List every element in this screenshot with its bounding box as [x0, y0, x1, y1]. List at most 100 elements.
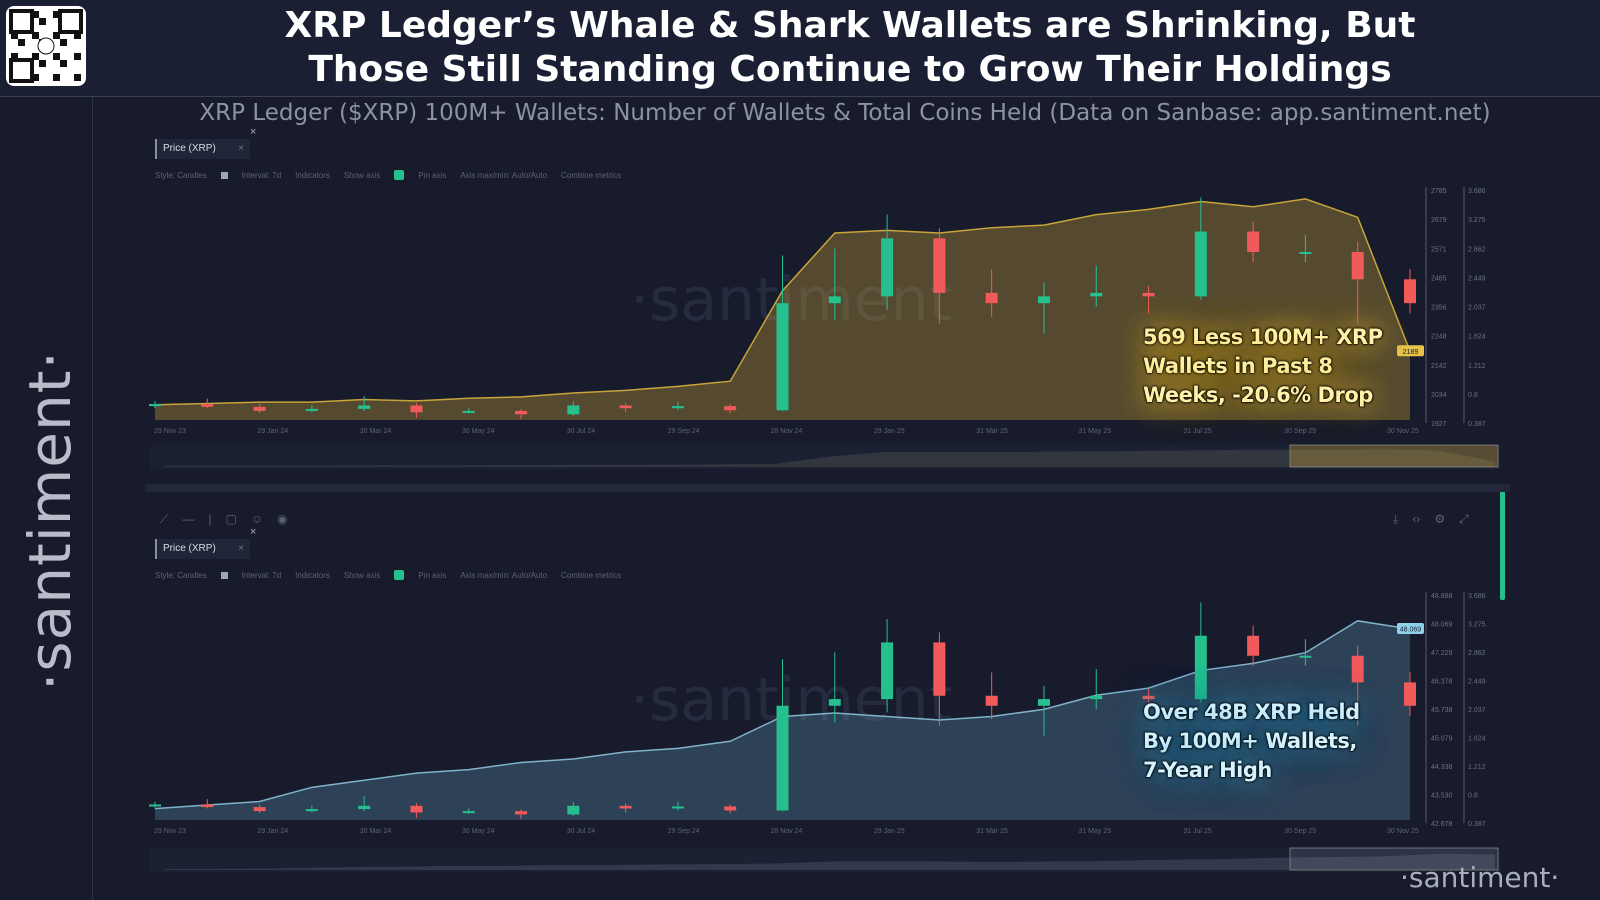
title-line-2: Those Still Standing Continue to Grow Th…: [308, 49, 1392, 90]
candle-body: [253, 406, 266, 411]
santiment-logo: ·santiment·: [1400, 861, 1560, 894]
y-left-tick-label: 2465: [1431, 275, 1447, 282]
y-right-tick-label: 0.387: [1468, 421, 1486, 428]
current-value-label: 48.069: [1400, 627, 1422, 634]
current-value-label: 2189: [1403, 349, 1419, 356]
qr-module: [53, 11, 60, 18]
scrollbar: [1500, 488, 1505, 600]
close-icon[interactable]: ×: [250, 526, 257, 538]
candle-body: [1299, 252, 1312, 255]
y-right-tick-label: 0.8: [1468, 793, 1478, 800]
candle-body: [985, 292, 998, 304]
y-right-tick-label: 3.275: [1468, 622, 1486, 629]
qr-module: [11, 53, 18, 60]
x-tick-label: 30 Sep 25: [1284, 828, 1316, 835]
candle-body: [567, 405, 580, 415]
x-tick-label: 29 Jan 24: [257, 428, 288, 435]
pin-axis-toggle[interactable]: Pin axis: [418, 570, 447, 580]
x-tick-label: 31 Mar 25: [976, 428, 1008, 435]
qr-module: [60, 39, 67, 46]
candle-body: [253, 807, 266, 812]
metric-chip-price[interactable]: Price (XRP) ×: [155, 539, 250, 559]
annotation-holdings-high: Over 48B XRP Held By 100M+ Wallets, 7-Ye…: [1143, 698, 1361, 785]
x-tick-label: 31 May 25: [1078, 428, 1111, 435]
vertical-line-icon[interactable]: |: [208, 512, 212, 526]
watermark: ·santiment: [630, 265, 952, 335]
qr-module: [32, 32, 39, 39]
y-right-tick-label: 0.387: [1468, 821, 1486, 828]
y-left-tick-label: 2571: [1431, 246, 1447, 253]
interval-dropdown[interactable]: Interval: 7d: [241, 570, 282, 580]
settings-icon[interactable]: ⚙: [1434, 512, 1446, 526]
chip-remove-icon[interactable]: ×: [238, 143, 244, 154]
y-left-tick-label: 1927: [1431, 421, 1447, 428]
color-picker[interactable]: [220, 171, 228, 179]
candle-body: [1142, 695, 1155, 700]
candle-body: [515, 811, 528, 815]
qr-finder: [58, 9, 83, 34]
x-tick-label: 30 May 24: [462, 828, 495, 835]
y-right-tick-label: 2.449: [1468, 679, 1486, 686]
note-icon[interactable]: ▢: [225, 512, 237, 526]
candle-body: [358, 405, 371, 409]
navigator-area: [165, 853, 1495, 870]
show-axis-label: Show axis: [343, 570, 381, 580]
candle-body: [1351, 655, 1364, 683]
combine-metrics-button[interactable]: Combine metrics: [561, 170, 622, 180]
emoji-icon[interactable]: ☺: [250, 512, 264, 526]
qr-module: [39, 60, 46, 67]
interval-dropdown[interactable]: Interval: 7d: [241, 170, 282, 180]
indicators-dropdown[interactable]: Indicators: [295, 170, 330, 180]
navigator-range-handle: [1289, 847, 1499, 871]
header: XRP Ledger’s Whale & Shark Wallets are S…: [0, 0, 1600, 97]
qr-finder: [9, 58, 34, 83]
candle-body: [567, 805, 580, 815]
page-title: XRP Ledger’s Whale & Shark Wallets are S…: [200, 4, 1500, 92]
combine-metrics-button[interactable]: Combine metrics: [561, 570, 622, 580]
show-axis-checkbox[interactable]: [394, 570, 405, 580]
axis-maxmin-dropdown[interactable]: Axis max/min: Auto/Auto: [460, 170, 548, 180]
qr-module: [32, 74, 39, 81]
current-value-badge: [1397, 623, 1424, 635]
axis-maxmin-dropdown[interactable]: Axis max/min: Auto/Auto: [460, 570, 548, 580]
embed-icon[interactable]: ‹›: [1412, 512, 1421, 526]
candle-body: [828, 296, 841, 304]
y-left-tick-label: 2356: [1431, 305, 1447, 312]
candle-body: [462, 410, 475, 413]
candle-body: [619, 805, 632, 809]
x-tick-label: 30 Mar 24: [360, 828, 392, 835]
candle-body: [933, 238, 946, 293]
chart-panel-1: 2785 2679 2571 2465 2356 2248 2142 2034 1927 3.68…: [149, 187, 1500, 469]
fullscreen-icon[interactable]: ⤢: [1459, 512, 1469, 526]
download-icon[interactable]: ⤓: [1393, 512, 1399, 526]
y-right-tick-label: 2.037: [1468, 707, 1486, 714]
style-dropdown[interactable]: Style: Candles: [155, 170, 207, 180]
y-left-tick-label: 2679: [1431, 217, 1447, 224]
y-left-tick-label: 46.378: [1431, 679, 1453, 686]
eye-icon[interactable]: ◉: [277, 512, 288, 526]
qr-logo: [37, 37, 55, 55]
y-right-tick-label: 1.624: [1468, 736, 1486, 743]
candle-body: [776, 303, 789, 411]
show-axis-checkbox[interactable]: [394, 170, 405, 180]
chip-label: Price (XRP): [163, 143, 216, 154]
close-icon[interactable]: ×: [250, 126, 257, 138]
y-left-tick-label: 2785: [1431, 188, 1447, 195]
horizontal-line-icon[interactable]: —: [182, 512, 195, 526]
candle-body: [1247, 635, 1260, 656]
y-right-tick-label: 1.212: [1468, 764, 1486, 771]
candle-body: [515, 410, 528, 415]
indicators-dropdown[interactable]: Indicators: [295, 570, 330, 580]
y-right-tick-label: 3.275: [1468, 217, 1486, 224]
x-tick-label: 29 Jan 24: [257, 828, 288, 835]
candle-body: [828, 699, 841, 706]
line-tool-icon[interactable]: ⟋: [160, 512, 169, 526]
pin-axis-toggle[interactable]: Pin axis: [418, 170, 447, 180]
color-picker[interactable]: [220, 571, 228, 579]
metric-chip-price[interactable]: Price (XRP) ×: [155, 139, 250, 159]
chart-actions: ⤓ ‹› ⚙ ⤢: [1393, 512, 1469, 527]
chip-remove-icon[interactable]: ×: [238, 543, 244, 554]
annotation-line: 7-Year High: [1143, 758, 1273, 783]
style-dropdown[interactable]: Style: Candles: [155, 570, 207, 580]
x-tick-label: 31 Jul 25: [1183, 828, 1212, 835]
